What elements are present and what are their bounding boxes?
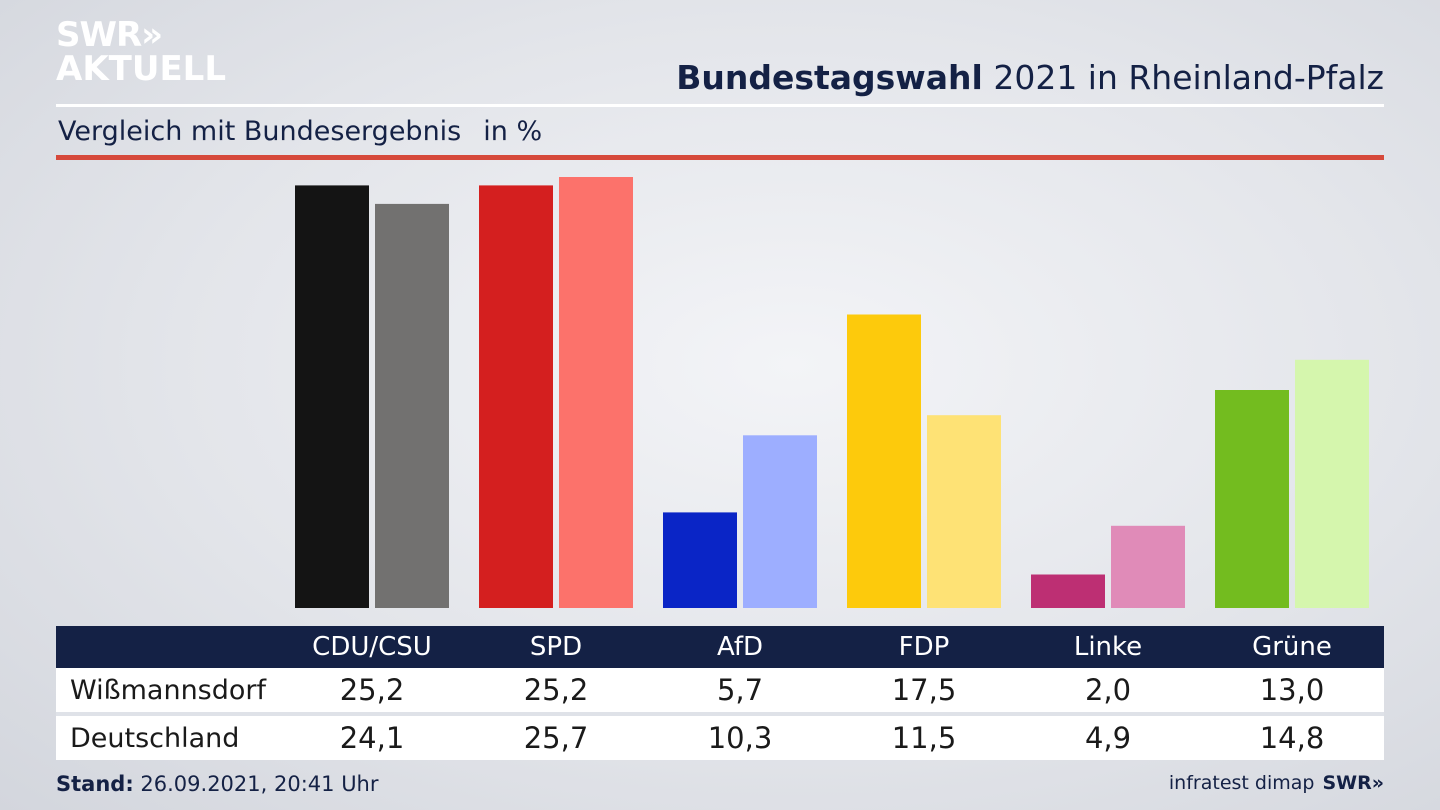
source-credit: infratest dimap SWR» (1169, 772, 1384, 794)
title-divider (56, 104, 1384, 107)
table-cell: 25,2 (464, 668, 648, 714)
bar-linke-local (1031, 574, 1105, 608)
bar-gr-ne-national (1295, 359, 1369, 608)
unit-label: in % (483, 116, 543, 147)
bar-fdp-local (847, 314, 921, 608)
swr-footer-logo: SWR» (1322, 772, 1384, 794)
table-header-linke: Linke (1016, 626, 1200, 668)
table-cell: 14,8 (1200, 712, 1384, 760)
table-cell: 11,5 (832, 712, 1016, 760)
table-cell: 13,0 (1200, 668, 1384, 714)
bar-linke-national (1111, 525, 1185, 608)
table-header-fdp: FDP (832, 626, 1016, 668)
table-cell: 25,2 (280, 668, 464, 714)
table-cell: 5,7 (648, 668, 832, 714)
results-table: CDU/CSU SPD AfD FDP Linke Grüne Wißmanns… (56, 626, 1384, 760)
timestamp: Stand: 26.09.2021, 20:41 Uhr (56, 772, 379, 796)
logo-line-1: SWR» (56, 15, 163, 55)
table-cell: 25,7 (464, 712, 648, 760)
bar-cdu-csu-national (375, 203, 449, 608)
table-cell: 10,3 (648, 712, 832, 760)
row-label-national: Deutschland (56, 712, 280, 760)
bar-afd-local (663, 512, 737, 608)
table-cell: 2,0 (1016, 668, 1200, 714)
table-header-afd: AfD (648, 626, 832, 668)
accent-divider (56, 155, 1384, 160)
table-row: Deutschland 24,1 25,7 10,3 11,5 4,9 14,8 (56, 712, 1384, 760)
page-title: Bundestagswahl 2021 in Rheinland-Pfalz (676, 58, 1384, 97)
logo-line-2: AKTUELL (56, 49, 227, 89)
table-cell: 4,9 (1016, 712, 1200, 760)
bar-spd-national (559, 177, 633, 608)
table-header-gruene: Grüne (1200, 626, 1384, 668)
swr-aktuell-logo: SWR» AKTUELL (56, 18, 226, 86)
table-header-row: CDU/CSU SPD AfD FDP Linke Grüne (56, 626, 1384, 668)
bar-cdu-csu-local (295, 185, 369, 608)
chart-subtitle: Vergleich mit Bundesergebnis in % (58, 116, 542, 147)
table-header-cdu: CDU/CSU (280, 626, 464, 668)
stand-value: 26.09.2021, 20:41 Uhr (140, 772, 379, 796)
source-text: infratest dimap (1168, 772, 1315, 794)
row-label-local: Wißmannsdorf (56, 668, 280, 714)
table-row: Wißmannsdorf 25,2 25,2 5,7 17,5 2,0 13,0 (56, 668, 1384, 714)
bar-gr-ne-local (1215, 390, 1289, 608)
table-cell: 24,1 (280, 712, 464, 760)
bar-afd-national (743, 435, 817, 608)
bar-spd-local (479, 185, 553, 608)
stand-label: Stand: (56, 772, 134, 796)
title-rest: 2021 in Rheinland-Pfalz (982, 58, 1384, 97)
title-bold: Bundestagswahl (676, 58, 983, 97)
table-header-spd: SPD (464, 626, 648, 668)
table-cell: 17,5 (832, 668, 1016, 714)
bar-fdp-national (927, 415, 1001, 608)
subtitle-text: Vergleich mit Bundesergebnis (58, 116, 462, 147)
table-header-corner (56, 626, 280, 668)
